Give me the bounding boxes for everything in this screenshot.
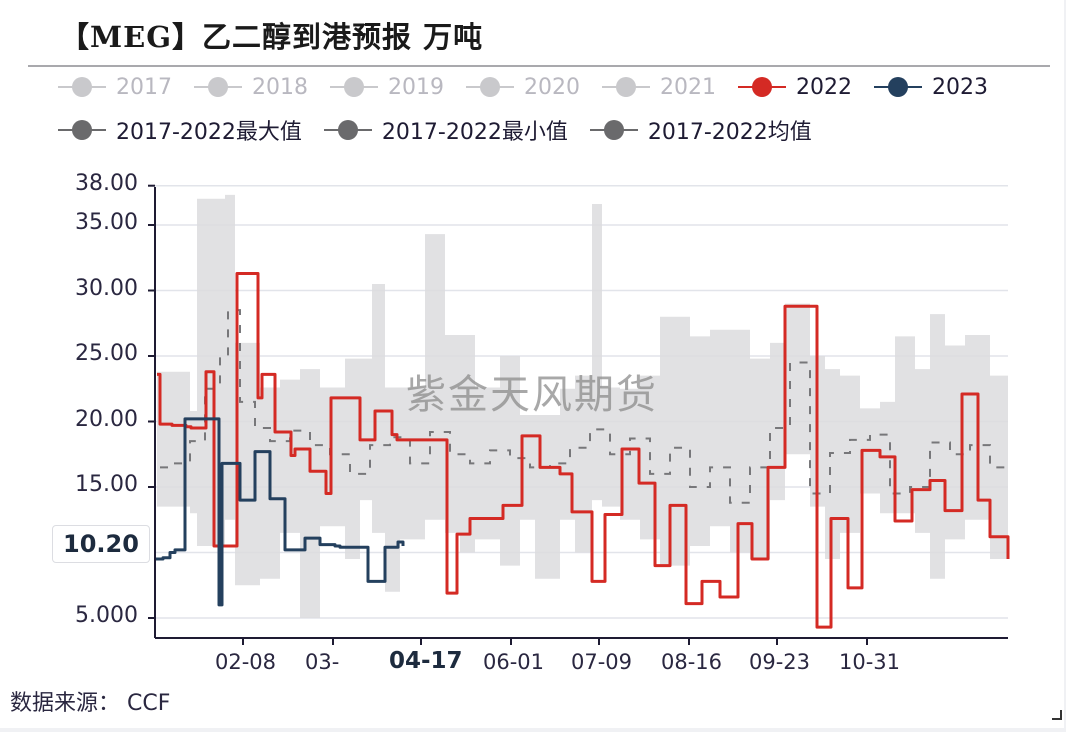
legend-item-2019[interactable]: 2019 <box>330 72 444 102</box>
max-min-band <box>157 194 1008 618</box>
legend-label: 2017-2022最大值 <box>116 120 302 145</box>
y-tick-label: 15.00 <box>75 472 138 497</box>
legend-label: 2023 <box>932 74 988 100</box>
series-avg <box>160 309 1009 504</box>
data-source: 数据来源： CCF <box>10 691 171 716</box>
legend-label: 2017 <box>116 74 172 100</box>
y-tick-label: 20.00 <box>75 406 138 432</box>
legend-row-stats: 2017-2022最大值 2017-2022最小值 2017-2022均值 <box>58 115 834 145</box>
legend-label: 2018 <box>252 74 308 100</box>
legend-marker-icon <box>194 72 242 102</box>
y-tick-label: 5.000 <box>75 603 138 628</box>
x-tick-label: 10-31 <box>839 650 901 674</box>
x-tick-label: 07-09 <box>571 650 633 674</box>
series-2023 <box>155 417 405 607</box>
legend-label: 2021 <box>660 74 716 100</box>
legend-marker-icon <box>330 72 378 102</box>
x-tick-label: 06-01 <box>483 650 545 674</box>
watermark: 紫金天风期货 <box>406 372 658 418</box>
legend-marker-icon <box>466 72 514 102</box>
legend-item-2017-2022-max[interactable]: 2017-2022最大值 <box>58 115 302 145</box>
legend-label: 2017-2022均值 <box>647 120 812 145</box>
legend-marker-icon <box>58 72 106 102</box>
legend-marker-icon <box>874 72 922 102</box>
y-tick-label: 35.00 <box>75 210 138 235</box>
y-tick-label: 25.00 <box>75 341 138 366</box>
x-tick-label: 09-23 <box>749 650 811 674</box>
legend-marker-icon <box>589 115 638 145</box>
x-tick-label: 03- <box>305 650 340 674</box>
x-tick-label: 08-16 <box>661 650 723 674</box>
legend-marker-icon <box>323 115 372 145</box>
legend-label: 2019 <box>388 74 444 100</box>
legend-item-2017[interactable]: 2017 <box>58 72 172 102</box>
legend-item-2017-2022-avg[interactable]: 2017-2022均值 <box>589 115 812 145</box>
y-tick-label: 38.00 <box>75 170 138 196</box>
title-divider <box>28 65 1050 67</box>
x-tick-label: 02-08 <box>215 650 277 674</box>
y-tick-label: 30.00 <box>75 275 138 301</box>
x-tick-label: 04-17 <box>389 648 463 674</box>
legend-label: 2020 <box>524 74 580 100</box>
legend-item-2020[interactable]: 2020 <box>466 72 580 102</box>
legend-marker-icon <box>738 72 786 102</box>
legend-item-2023[interactable]: 2023 <box>874 72 988 102</box>
legend-row-years: 2017 2018 2019 2020 2021 2022 2023 <box>58 72 1010 102</box>
legend-item-2017-2022-min[interactable]: 2017-2022最小值 <box>323 115 568 145</box>
chart-title: 【MEG】乙二醇到港预报 万吨 <box>60 20 484 54</box>
legend-item-2018[interactable]: 2018 <box>194 72 308 102</box>
legend-label: 2017-2022最小值 <box>381 120 568 145</box>
series-2022 <box>157 271 1010 629</box>
legend-marker-icon <box>602 72 650 102</box>
legend-label: 2022 <box>796 74 852 100</box>
legend-marker-icon <box>58 115 106 145</box>
axis-pointer-label: 10.20 <box>52 525 150 563</box>
legend-item-2021[interactable]: 2021 <box>602 72 716 102</box>
resize-handle-icon[interactable] <box>1052 710 1062 720</box>
legend-item-2022[interactable]: 2022 <box>738 72 852 102</box>
